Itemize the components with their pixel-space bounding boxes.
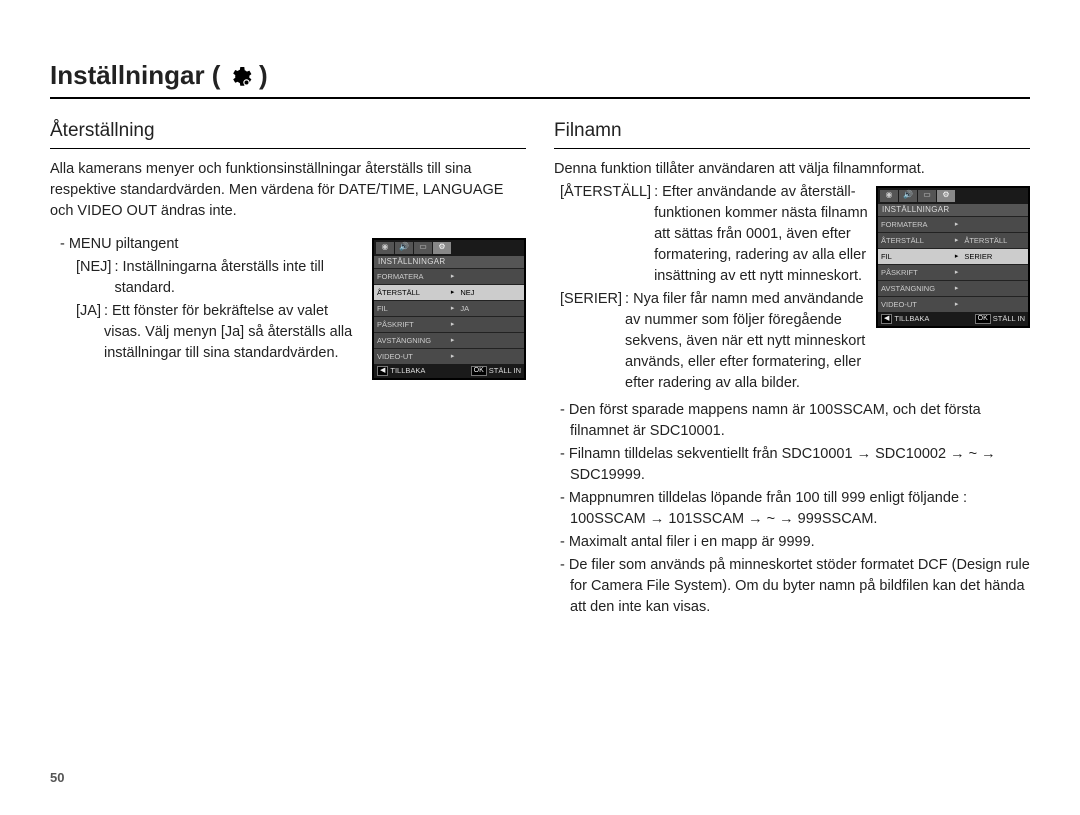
- bullet-item: - Mappnumren tilldelas löpande från 100 …: [554, 488, 1030, 530]
- menu-item: PÅSKRIFT▸: [878, 264, 961, 280]
- submenu-item: SERIER: [961, 248, 1028, 264]
- submenu-item: [961, 280, 1028, 296]
- bullet-item: - Den först sparade mappens namn är 100S…: [554, 400, 1030, 442]
- footer-set: STÄLL IN: [489, 367, 521, 375]
- menu-item: VIDEO-UT▸: [374, 348, 457, 364]
- menu-item: FIL▸: [374, 300, 457, 316]
- shot-left-col: FORMATERA▸ ÅTERSTÄLL▸ FIL▸ PÅSKRIFT▸ AVS…: [374, 268, 457, 364]
- serier-term: [SERIER]: [560, 289, 622, 394]
- filename-screenshot: ◉ 🔊 ▭ ⚙ INSTÄLLNINGAR FORMATERA▸ ÅTERSTÄ…: [876, 186, 1030, 328]
- menu-item: ÅTERSTÄLL▸: [374, 284, 457, 300]
- shot-footer: ◀TILLBAKA OKSTÄLL IN: [878, 312, 1028, 326]
- submenu-item: [457, 332, 524, 348]
- menu-item: VIDEO-UT▸: [878, 296, 961, 312]
- right-column: Filnamn Denna funktion tillåter användar…: [554, 117, 1030, 620]
- tab-settings-icon: ⚙: [433, 242, 451, 254]
- menu-item: ÅTERSTÄLL▸: [878, 232, 961, 248]
- nej-text: : Inställningarna återställs inte till s…: [114, 257, 364, 299]
- footer-set: STÄLL IN: [993, 315, 1025, 323]
- title-text: Inställningar (: [50, 60, 220, 90]
- aterstall-text: : Efter användande av återställ-funktion…: [654, 182, 868, 287]
- serier-def: [SERIER] : Nya filer får namn med använd…: [554, 289, 868, 394]
- tab-camera-icon: ◉: [880, 190, 898, 202]
- shot-header: INSTÄLLNINGAR: [374, 256, 524, 269]
- menu-item: FORMATERA▸: [878, 216, 961, 232]
- ja-def: [JA] : Ett fönster för bekräftelse av va…: [50, 301, 364, 364]
- left-intro: Alla kamerans menyer och funktionsinstäl…: [50, 159, 526, 222]
- ja-term: [JA]: [76, 301, 101, 364]
- bullet-item: - De filer som används på minneskortet s…: [554, 555, 1030, 618]
- camera-ui-reset: ◉ 🔊 ▭ ⚙ INSTÄLLNINGAR FORMATERA▸ ÅTERSTÄ…: [372, 238, 526, 380]
- submenu-item: NEJ: [457, 284, 524, 300]
- menu-item: AVSTÄNGNING▸: [374, 332, 457, 348]
- bullet-item: - Maximalt antal filer i en mapp är 9999…: [554, 532, 1030, 553]
- serier-text: : Nya filer får namn med användande av n…: [625, 289, 868, 394]
- tab-camera-icon: ◉: [376, 242, 394, 254]
- tab-display-icon: ▭: [414, 242, 432, 254]
- tab-settings-icon: ⚙: [937, 190, 955, 202]
- footer-back: TILLBAKA: [894, 315, 929, 323]
- submenu-item: [457, 268, 524, 284]
- left-heading: Återställning: [50, 117, 526, 149]
- right-intro: Denna funktion tillåter användaren att v…: [554, 159, 1030, 180]
- aterstall-def: [ÅTERSTÄLL] : Efter användande av återst…: [554, 182, 868, 287]
- footer-back: TILLBAKA: [390, 367, 425, 375]
- submenu-item: ÅTERSTÄLL: [961, 232, 1028, 248]
- manual-page: Inställningar ( ) Återställning Alla kam…: [0, 0, 1080, 815]
- submenu-item: [961, 216, 1028, 232]
- tab-sound-icon: 🔊: [899, 190, 917, 202]
- content-columns: Återställning Alla kamerans menyer och f…: [50, 117, 1030, 620]
- page-number: 50: [50, 770, 64, 785]
- ja-text: : Ett fönster för bekräftelse av valet v…: [104, 301, 364, 364]
- shot-right-col: NEJ JA: [457, 268, 524, 364]
- shot-tabs: ◉ 🔊 ▭ ⚙: [374, 240, 524, 256]
- shot-footer: ◀TILLBAKA OKSTÄLL IN: [374, 364, 524, 378]
- shot-header: INSTÄLLNINGAR: [878, 204, 1028, 217]
- aterstall-term: [ÅTERSTÄLL]: [560, 182, 651, 287]
- nej-term: [NEJ]: [76, 257, 111, 299]
- submenu-item: [457, 316, 524, 332]
- menu-item: FORMATERA▸: [374, 268, 457, 284]
- footer-ok: OK: [975, 314, 991, 324]
- menu-item: FIL▸: [878, 248, 961, 264]
- submenu-item: [457, 348, 524, 364]
- footer-ok: OK: [471, 366, 487, 376]
- camera-ui-filename: ◉ 🔊 ▭ ⚙ INSTÄLLNINGAR FORMATERA▸ ÅTERSTÄ…: [876, 186, 1030, 328]
- nej-def: [NEJ] : Inställningarna återställs inte …: [50, 257, 364, 299]
- page-title: Inställningar ( ): [50, 60, 268, 91]
- menu-item: AVSTÄNGNING▸: [878, 280, 961, 296]
- menu-item: PÅSKRIFT▸: [374, 316, 457, 332]
- shot-left-col: FORMATERA▸ ÅTERSTÄLL▸ FIL▸ PÅSKRIFT▸ AVS…: [878, 216, 961, 312]
- gear-icon: [228, 65, 252, 89]
- submenu-item: [961, 264, 1028, 280]
- submenu-item: [961, 296, 1028, 312]
- left-column: Återställning Alla kamerans menyer och f…: [50, 117, 526, 620]
- reset-screenshot: ◉ 🔊 ▭ ⚙ INSTÄLLNINGAR FORMATERA▸ ÅTERSTÄ…: [372, 238, 526, 380]
- right-heading: Filnamn: [554, 117, 1030, 149]
- title-close-paren: ): [259, 60, 268, 90]
- page-title-row: Inställningar ( ): [50, 60, 1030, 99]
- submenu-item: JA: [457, 300, 524, 316]
- tab-sound-icon: 🔊: [395, 242, 413, 254]
- tab-display-icon: ▭: [918, 190, 936, 202]
- bullet-list: - Den först sparade mappens namn är 100S…: [554, 396, 1030, 618]
- bullet-item: - Filnamn tilldelas sekventiellt från SD…: [554, 444, 1030, 486]
- shot-tabs: ◉ 🔊 ▭ ⚙: [878, 188, 1028, 204]
- shot-right-col: ÅTERSTÄLL SERIER: [961, 216, 1028, 312]
